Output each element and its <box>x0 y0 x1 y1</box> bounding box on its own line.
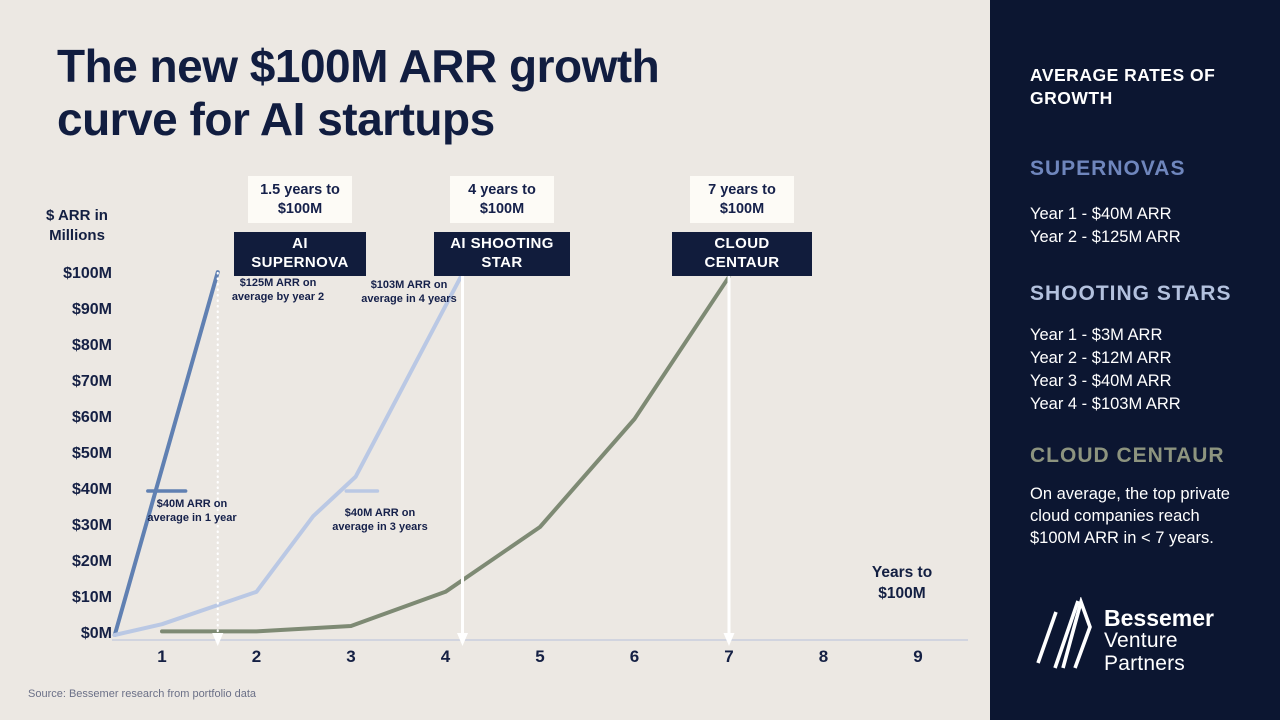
duration-badge-cloud-centaur: 7 years to $100M <box>690 176 794 224</box>
annotation-shooting-star-peak: $103M ARR on average in 4 years <box>361 279 457 306</box>
annotation-shooting-star-40m: $40M ARR on average in 3 years <box>332 507 428 534</box>
bessemer-logo-text: Bessemer Venture Partners <box>1104 606 1214 676</box>
milestone-arrowhead-7-years <box>723 633 735 646</box>
source-note: Source: Bessemer research from portfolio… <box>28 688 257 700</box>
label-group-cloud-centaur: 7 years to $100M CLOUD CENTAUR <box>672 176 812 277</box>
x-tick-label: 9 <box>913 647 923 666</box>
x-tick-label: 4 <box>440 647 451 666</box>
y-tick-label: $100M <box>63 265 112 282</box>
bessemer-logo-icon <box>1036 597 1092 669</box>
x-tick-label: 8 <box>818 647 829 666</box>
logo-line1: Bessemer <box>1104 605 1214 631</box>
page-title-line1: The new $100M ARR growth <box>57 40 660 92</box>
x-tick-label: 7 <box>724 647 734 666</box>
label-group-shooting-star: 4 years to $100M AI SHOOTING STAR <box>434 176 570 277</box>
y-tick-label: $40M <box>71 481 112 498</box>
x-tick-label: 3 <box>346 647 356 666</box>
annotation-supernova-peak: $125M ARR on average by year 2 <box>231 277 325 304</box>
sidebar-heading: AVERAGE RATES OF GROWTH <box>1030 65 1216 108</box>
series-label-shooting-star: AI SHOOTING STAR <box>434 232 570 277</box>
page-title-line2: curve for AI startups <box>57 92 495 145</box>
sidebar-section-title-supernovas: SUPERNOVAS <box>1030 157 1186 180</box>
milestone-arrowhead-1.5-years <box>212 633 224 646</box>
series-label-cloud-centaur: CLOUD CENTAUR <box>672 232 812 277</box>
x-tick-label: 5 <box>535 647 545 666</box>
sidebar-section-title-shooting-stars: SHOOTING STARS <box>1030 282 1232 305</box>
x-tick-label: 6 <box>629 647 640 666</box>
y-tick-label: $50M <box>71 445 112 462</box>
sidebar: AVERAGE RATES OF GROWTH SUPERNOVAS Year … <box>990 0 1280 720</box>
duration-badge-shooting-star: 4 years to $100M <box>450 176 554 224</box>
list-item: Year 4 - $103M ARR <box>1030 395 1181 413</box>
logo-line2: Venture <box>1104 629 1178 653</box>
list-item: Year 1 - $3M ARR <box>1030 326 1163 344</box>
duration-badge-supernova: 1.5 years to $100M <box>248 176 352 224</box>
milestone-arrowhead-4-years <box>457 633 469 646</box>
x-tick-label: 2 <box>251 647 262 666</box>
x-axis-title: Years to $100M <box>871 564 933 602</box>
logo-line3: Partners <box>1104 652 1185 676</box>
sidebar-cloud-centaur-text: On average, the top private cloud compan… <box>1030 485 1230 547</box>
y-tick-label: $60M <box>71 409 112 426</box>
series-label-supernova: AI SUPERNOVA <box>234 232 366 277</box>
list-item: Year 1 - $40M ARR <box>1030 205 1172 223</box>
y-tick-label: $10M <box>71 589 112 606</box>
x-tick-label: 1 <box>157 647 167 666</box>
y-tick-label: $0M <box>80 625 112 642</box>
sidebar-section-title-cloud-centaur: CLOUD CENTAUR <box>1030 444 1225 467</box>
y-axis-title: $ ARR in Millions <box>46 207 108 244</box>
y-tick-label: $80M <box>71 337 112 354</box>
list-item: Year 3 - $40M ARR <box>1030 372 1172 390</box>
y-tick-label: $90M <box>71 301 112 318</box>
sidebar-list-supernovas: Year 1 - $40M ARR Year 2 - $125M ARR <box>1030 203 1181 249</box>
page-title: The new $100M ARR growth curve for AI st… <box>57 40 797 146</box>
y-tick-label: $20M <box>71 553 112 570</box>
annotation-supernova-40m: $40M ARR on average in 1 year <box>147 498 237 525</box>
series-line-ai-supernova <box>112 270 220 637</box>
series-line-cloud-centaur <box>160 274 731 634</box>
label-group-supernova: 1.5 years to $100M AI SUPERNOVA <box>234 176 366 277</box>
list-item: Year 2 - $125M ARR <box>1030 228 1181 246</box>
list-item: Year 2 - $12M ARR <box>1030 349 1172 367</box>
sidebar-list-shooting-stars: Year 1 - $3M ARR Year 2 - $12M ARR Year 3 … <box>1030 324 1181 416</box>
y-tick-label: $30M <box>71 517 112 534</box>
y-tick-label: $70M <box>71 373 112 390</box>
series-line-ai-shooting-star <box>112 271 465 637</box>
